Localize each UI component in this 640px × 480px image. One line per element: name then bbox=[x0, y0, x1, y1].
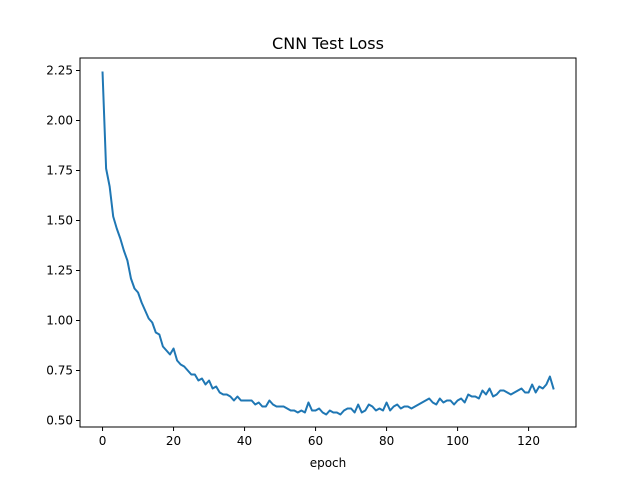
x-tick-label: 0 bbox=[99, 434, 107, 448]
plot-frame bbox=[79, 57, 577, 428]
plot-series bbox=[101, 71, 555, 416]
chart-title: CNN Test Loss bbox=[272, 34, 384, 53]
x-tick-label: 60 bbox=[308, 434, 323, 448]
y-tick-label: 1.50 bbox=[46, 214, 73, 228]
x-tick-label: 100 bbox=[446, 434, 469, 448]
x-tick-label: 120 bbox=[517, 434, 540, 448]
y-tick-label: 1.00 bbox=[46, 314, 73, 328]
y-axis-ticks: 0.50 0.75 1.00 1.25 1.50 1.75 2.00 2.25 bbox=[46, 64, 80, 428]
x-tick-label: 20 bbox=[166, 434, 181, 448]
y-tick-label: 0.75 bbox=[46, 364, 73, 378]
x-tick-label: 40 bbox=[237, 434, 252, 448]
x-axis-label: epoch bbox=[310, 456, 347, 470]
loss-series-line bbox=[101, 71, 555, 416]
x-axis-ticks: 0 20 40 60 80 100 120 bbox=[99, 427, 540, 448]
y-tick-label: 0.50 bbox=[46, 414, 73, 428]
y-tick-label: 2.25 bbox=[46, 64, 73, 78]
x-tick-label: 80 bbox=[379, 434, 394, 448]
y-tick-label: 1.75 bbox=[46, 164, 73, 178]
y-tick-label: 1.25 bbox=[46, 264, 73, 278]
y-tick-label: 2.00 bbox=[46, 114, 73, 128]
